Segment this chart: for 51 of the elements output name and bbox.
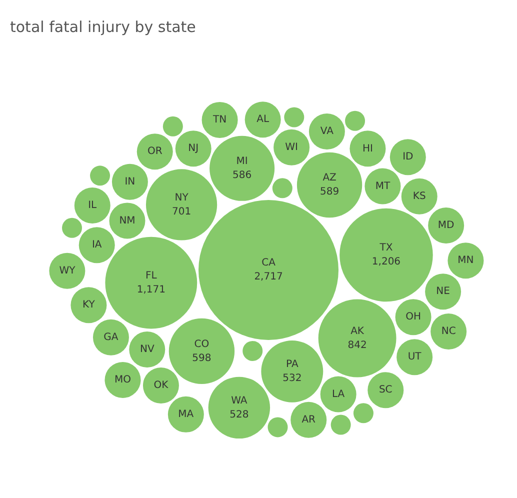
category-label: MO	[114, 374, 132, 386]
category-label: KY	[82, 300, 96, 311]
category-label: CO	[194, 338, 210, 350]
category-label: KS	[412, 191, 426, 202]
category-label: OR	[147, 146, 162, 158]
category-label: OK	[154, 380, 169, 392]
category-label: WA	[231, 395, 248, 406]
category-label: LA	[332, 388, 345, 400]
data-label: 842	[348, 340, 367, 351]
data-label: 586	[232, 170, 252, 182]
category-label: MT	[375, 180, 391, 192]
data-label: 532	[282, 373, 302, 384]
data-label: 1,206	[372, 256, 401, 268]
category-label: AK	[350, 326, 364, 337]
data-label: 528	[230, 409, 249, 420]
category-label: AZ	[322, 172, 337, 184]
category-label: WY	[59, 265, 76, 276]
category-label: IN	[124, 176, 136, 188]
category-label: MA	[178, 409, 194, 420]
category-label: FL	[145, 270, 158, 282]
data-label: 1,171	[136, 284, 166, 296]
category-label: IA	[92, 240, 102, 251]
category-label: MD	[438, 220, 455, 232]
category-label: SC	[378, 384, 392, 396]
category-label: OH	[406, 312, 421, 323]
category-label: HI	[362, 143, 373, 154]
category-label: VA	[320, 126, 334, 138]
data-label: 598	[192, 352, 212, 364]
category-label: NM	[119, 215, 136, 226]
category-label: NE	[436, 286, 450, 298]
category-label: GA	[104, 332, 118, 343]
category-label: NV	[140, 344, 154, 356]
category-label: NC	[441, 326, 456, 338]
category-label: NJ	[188, 143, 199, 154]
category-label: MN	[458, 255, 474, 266]
category-label: AR	[302, 414, 316, 426]
category-label: PA	[286, 359, 298, 370]
category-label: TN	[212, 114, 227, 126]
category-label: CA	[262, 258, 276, 269]
category-label: AL	[256, 114, 270, 126]
data-label: 589	[320, 186, 340, 198]
category-label: MI	[236, 156, 248, 168]
text: total fatal injury by state	[10, 18, 196, 36]
category-label: IL	[88, 200, 98, 212]
data-label: 2,717	[254, 272, 283, 283]
category-label: NY	[174, 192, 190, 204]
category-label: ID	[402, 152, 414, 163]
category-label: UT	[408, 352, 422, 363]
category-label: TX	[378, 242, 393, 254]
category-label: WI	[285, 142, 298, 153]
data-label: 701	[172, 206, 192, 218]
